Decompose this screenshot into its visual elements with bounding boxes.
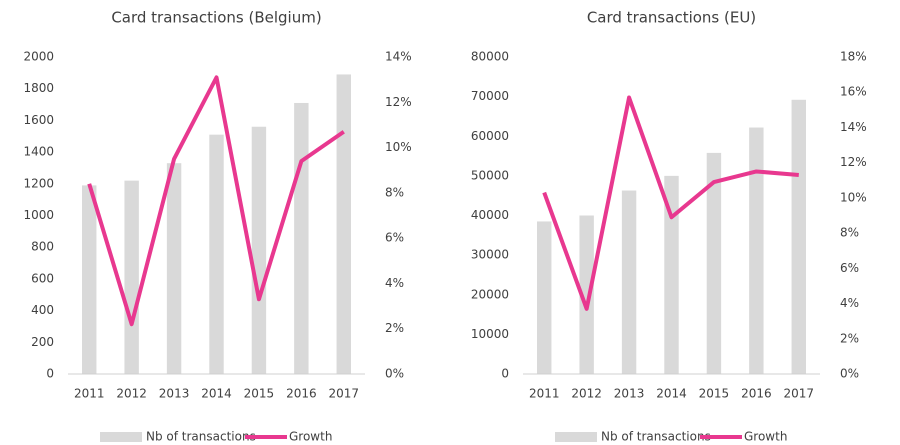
x-tick-label: 2011 bbox=[529, 387, 560, 401]
y2-tick-label: 4% bbox=[840, 296, 859, 310]
bar bbox=[791, 99, 806, 375]
growth-line bbox=[542, 95, 799, 311]
x-tick-label: 2011 bbox=[74, 387, 105, 401]
y-tick-label: 20000 bbox=[471, 287, 509, 301]
y-tick-label: 70000 bbox=[471, 89, 509, 103]
y-tick-label: 1600 bbox=[23, 113, 54, 127]
x-tick-label: 2016 bbox=[286, 387, 317, 401]
y2-tick-label: 8% bbox=[385, 185, 404, 199]
y-tick-label: 800 bbox=[31, 240, 54, 254]
y-tick-label: 30000 bbox=[471, 248, 509, 262]
y-tick-label: 1800 bbox=[23, 81, 54, 95]
y-tick-label: 0 bbox=[46, 367, 54, 381]
y2-tick-label: 6% bbox=[840, 261, 859, 275]
y-tick-label: 1400 bbox=[23, 145, 54, 159]
x-tick-label: 2015 bbox=[699, 387, 730, 401]
chart-title: Card transactions (EU) bbox=[587, 9, 756, 27]
bar bbox=[251, 126, 267, 375]
x-tick-label: 2017 bbox=[784, 387, 815, 401]
x-tick-label: 2012 bbox=[116, 387, 147, 401]
x-tick-label: 2013 bbox=[614, 387, 645, 401]
legend-label: Growth bbox=[744, 430, 787, 444]
bar bbox=[621, 190, 637, 374]
y-tick-label: 1200 bbox=[23, 176, 54, 190]
legend-label: Nb of transactions bbox=[601, 430, 711, 444]
y-tick-label: 10000 bbox=[471, 327, 509, 341]
legend-swatch bbox=[555, 432, 597, 442]
legend-label: Nb of transactions bbox=[146, 430, 256, 444]
legend-label: Growth bbox=[289, 430, 332, 444]
y2-tick-label: 10% bbox=[385, 140, 412, 154]
y-tick-label: 50000 bbox=[471, 168, 509, 182]
bar bbox=[209, 134, 224, 374]
y2-tick-label: 2% bbox=[385, 321, 404, 335]
y2-tick-label: 12% bbox=[385, 95, 412, 109]
x-tick-label: 2012 bbox=[571, 387, 602, 401]
growth-line bbox=[87, 75, 345, 327]
bar bbox=[166, 163, 182, 374]
x-tick-label: 2016 bbox=[741, 387, 772, 401]
y2-tick-label: 0% bbox=[385, 367, 404, 381]
x-tick-label: 2013 bbox=[159, 387, 190, 401]
x-tick-label: 2014 bbox=[656, 387, 687, 401]
x-tick-label: 2015 bbox=[244, 387, 275, 401]
y2-tick-label: 4% bbox=[385, 276, 404, 290]
y-tick-label: 0 bbox=[501, 367, 509, 381]
y-tick-label: 80000 bbox=[471, 50, 509, 64]
chart-title: Card transactions (Belgium) bbox=[111, 9, 321, 27]
bar bbox=[124, 180, 139, 374]
y-tick-label: 200 bbox=[31, 335, 54, 349]
y2-tick-label: 16% bbox=[840, 85, 867, 99]
y-tick-label: 600 bbox=[31, 271, 54, 285]
bar bbox=[294, 102, 309, 374]
y2-tick-label: 0% bbox=[840, 367, 859, 381]
y2-tick-label: 8% bbox=[840, 226, 859, 240]
bar bbox=[537, 221, 552, 374]
y-tick-label: 40000 bbox=[471, 208, 509, 222]
y2-tick-label: 6% bbox=[385, 231, 404, 245]
y2-tick-label: 2% bbox=[840, 331, 859, 345]
bar bbox=[749, 127, 764, 374]
y2-tick-label: 14% bbox=[385, 50, 412, 64]
y-tick-label: 400 bbox=[31, 303, 54, 317]
bar bbox=[664, 175, 679, 374]
bar bbox=[336, 74, 351, 374]
x-tick-label: 2014 bbox=[201, 387, 232, 401]
y-tick-label: 1000 bbox=[23, 208, 54, 222]
y2-tick-label: 14% bbox=[840, 120, 867, 134]
bar bbox=[706, 152, 722, 374]
y2-tick-label: 10% bbox=[840, 190, 867, 204]
bar bbox=[579, 215, 594, 374]
y-tick-label: 60000 bbox=[471, 129, 509, 143]
legend-swatch bbox=[100, 432, 142, 442]
y2-tick-label: 12% bbox=[840, 155, 867, 169]
y2-tick-label: 18% bbox=[840, 50, 867, 64]
bar bbox=[82, 185, 97, 374]
x-tick-label: 2017 bbox=[329, 387, 360, 401]
y-tick-label: 2000 bbox=[23, 50, 54, 64]
